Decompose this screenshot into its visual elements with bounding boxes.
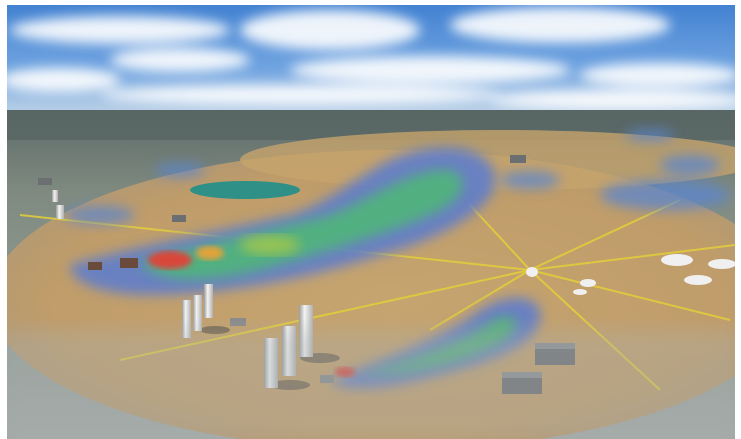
tanks [526, 254, 735, 295]
foreground-haze [7, 330, 735, 439]
pond [190, 181, 300, 199]
plume-main [70, 147, 496, 295]
plume-far [65, 129, 730, 224]
clouds [7, 7, 735, 110]
